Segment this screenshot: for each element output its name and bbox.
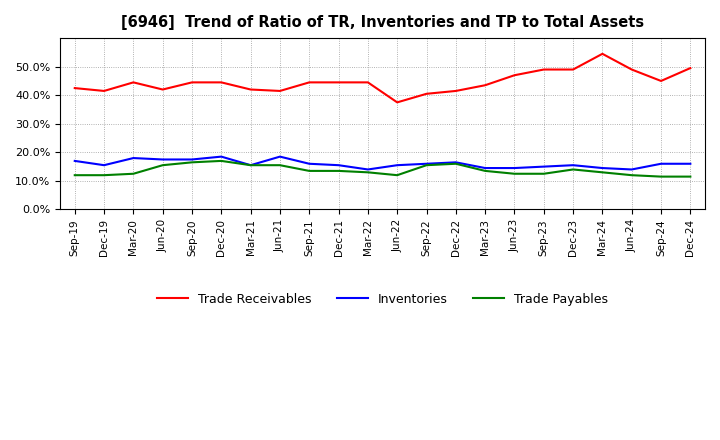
Trade Receivables [422, 91, 431, 96]
Trade Receivables [334, 80, 343, 85]
Trade Receivables [451, 88, 460, 94]
Inventories [276, 154, 284, 159]
Trade Receivables [276, 88, 284, 94]
Trade Payables [334, 168, 343, 173]
Trade Receivables [598, 51, 607, 56]
Inventories [334, 162, 343, 168]
Inventories [393, 162, 402, 168]
Inventories [100, 162, 109, 168]
Trade Receivables [364, 80, 372, 85]
Trade Payables [539, 171, 548, 176]
Inventories [569, 162, 577, 168]
Inventories [510, 165, 519, 171]
Inventories [364, 167, 372, 172]
Trade Payables [305, 168, 314, 173]
Inventories [451, 160, 460, 165]
Line: Inventories: Inventories [75, 157, 690, 169]
Trade Payables [422, 162, 431, 168]
Trade Payables [657, 174, 665, 179]
Trade Payables [569, 167, 577, 172]
Trade Payables [627, 172, 636, 178]
Inventories [305, 161, 314, 166]
Inventories [158, 157, 167, 162]
Inventories [481, 165, 490, 171]
Inventories [539, 164, 548, 169]
Trade Receivables [129, 80, 138, 85]
Trade Payables [129, 171, 138, 176]
Trade Payables [393, 172, 402, 178]
Trade Receivables [686, 66, 695, 71]
Trade Payables [71, 172, 79, 178]
Trade Receivables [539, 67, 548, 72]
Trade Receivables [158, 87, 167, 92]
Trade Payables [451, 161, 460, 166]
Trade Payables [100, 172, 109, 178]
Inventories [598, 165, 607, 171]
Line: Trade Receivables: Trade Receivables [75, 54, 690, 103]
Trade Payables [364, 170, 372, 175]
Inventories [657, 161, 665, 166]
Trade Receivables [393, 100, 402, 105]
Inventories [217, 154, 225, 159]
Trade Receivables [510, 73, 519, 78]
Inventories [627, 167, 636, 172]
Trade Receivables [246, 87, 255, 92]
Trade Receivables [71, 85, 79, 91]
Trade Receivables [217, 80, 225, 85]
Trade Payables [188, 160, 197, 165]
Trade Receivables [657, 78, 665, 84]
Trade Receivables [305, 80, 314, 85]
Trade Payables [158, 162, 167, 168]
Title: [6946]  Trend of Ratio of TR, Inventories and TP to Total Assets: [6946] Trend of Ratio of TR, Inventories… [121, 15, 644, 30]
Inventories [71, 158, 79, 164]
Trade Receivables [481, 83, 490, 88]
Trade Payables [217, 158, 225, 164]
Trade Payables [276, 162, 284, 168]
Inventories [422, 161, 431, 166]
Trade Receivables [569, 67, 577, 72]
Trade Payables [686, 174, 695, 179]
Trade Payables [246, 162, 255, 168]
Trade Payables [481, 168, 490, 173]
Line: Trade Payables: Trade Payables [75, 161, 690, 176]
Inventories [129, 155, 138, 161]
Trade Payables [598, 170, 607, 175]
Legend: Trade Receivables, Inventories, Trade Payables: Trade Receivables, Inventories, Trade Pa… [152, 288, 613, 311]
Trade Receivables [627, 67, 636, 72]
Inventories [686, 161, 695, 166]
Inventories [188, 157, 197, 162]
Trade Receivables [188, 80, 197, 85]
Trade Receivables [100, 88, 109, 94]
Inventories [246, 162, 255, 168]
Trade Payables [510, 171, 519, 176]
